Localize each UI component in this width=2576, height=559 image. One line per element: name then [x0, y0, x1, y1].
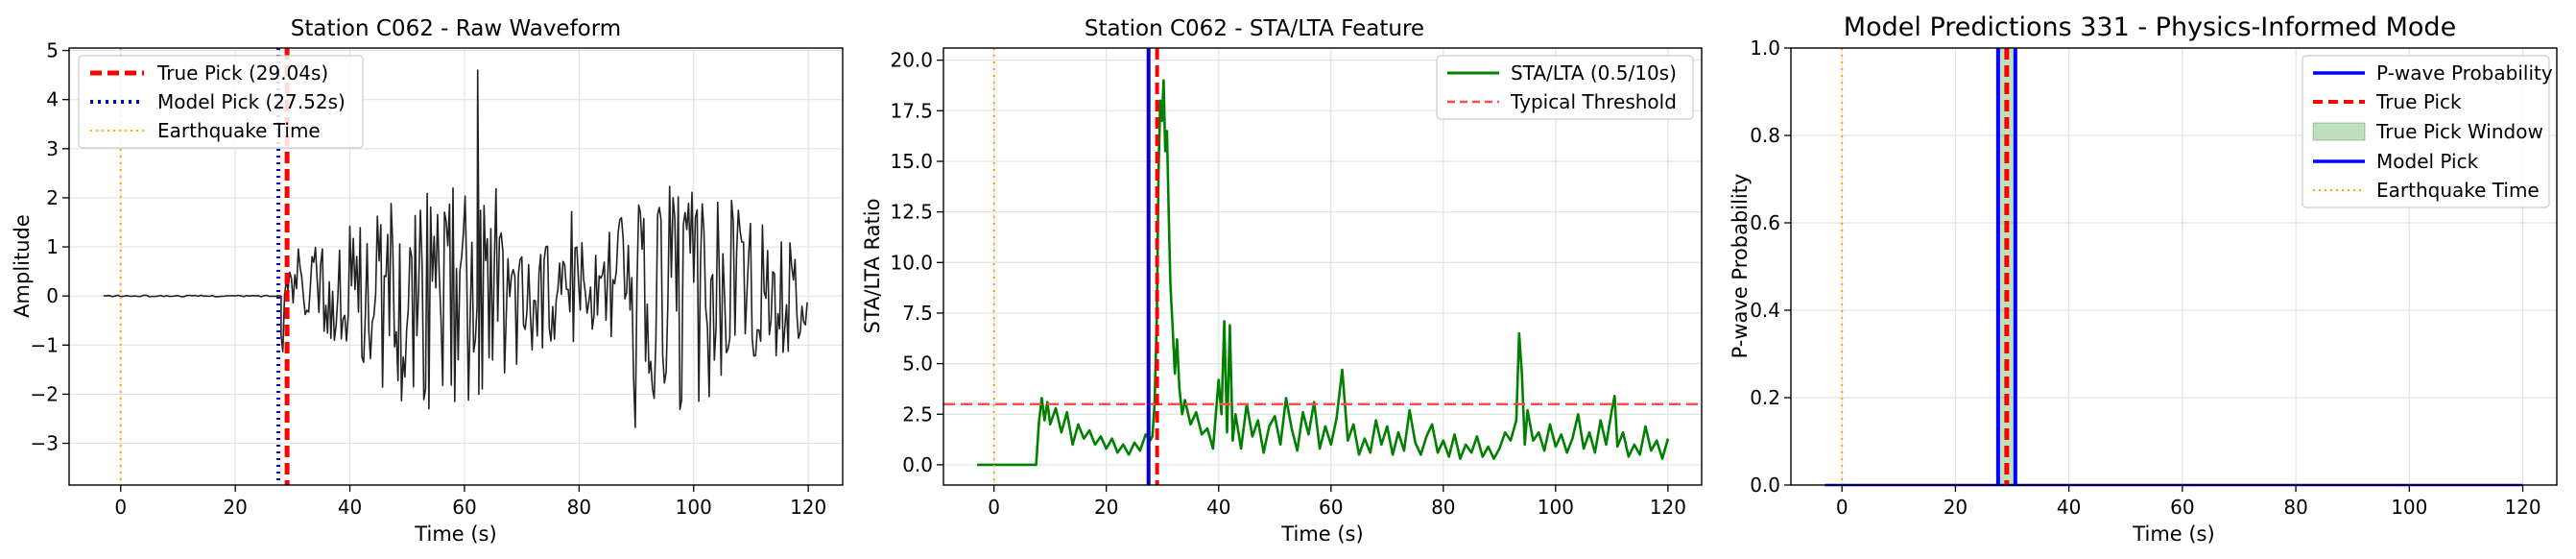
y-tick-label: 0.6	[1750, 211, 1780, 234]
x-tick-label: 80	[567, 496, 591, 519]
legend-label: True Pick	[2375, 90, 2462, 113]
legend-label: Earthquake Time	[157, 119, 321, 142]
x-tick-label: 100	[1538, 496, 1574, 519]
y-axis-label: STA/LTA Ratio	[861, 199, 884, 334]
y-tick-label: −3	[31, 432, 59, 455]
chart-panel-3-model-predictions: Model Predictions 331 - Physics-Informed…	[1729, 12, 2558, 546]
y-tick-label: 12.5	[890, 201, 933, 224]
y-tick-label: −1	[31, 333, 59, 356]
x-tick-label: 80	[2283, 496, 2307, 519]
legend-label: Earthquake Time	[2376, 179, 2540, 202]
y-tick-label: 20.0	[890, 49, 933, 72]
x-tick-label: 80	[1431, 496, 1455, 519]
y-tick-label: 0.4	[1750, 299, 1780, 322]
legend-label: STA/LTA (0.5/10s)	[1511, 61, 1677, 85]
y-tick-label: 0.2	[1750, 386, 1780, 409]
plot-frame	[68, 47, 844, 486]
y-tick-label: 7.5	[902, 302, 933, 325]
x-axis-label: Time (s)	[2132, 523, 2214, 546]
x-tick-label: 100	[2391, 496, 2427, 519]
y-tick-label: 0.0	[902, 453, 933, 476]
legend-swatch-true-pick-window	[2312, 122, 2366, 141]
x-tick-label: 100	[676, 496, 712, 519]
y-tick-label: 17.5	[890, 99, 933, 122]
x-tick-label: 0	[1836, 496, 1849, 519]
chart-title: Model Predictions 331 - Physics-Informed…	[1844, 12, 2456, 42]
y-tick-label: 0.8	[1750, 124, 1780, 147]
y-tick-label: 1	[46, 235, 59, 258]
legend-label: True Pick Window	[2375, 120, 2543, 143]
y-tick-label: 3	[46, 137, 59, 160]
x-tick-label: 0	[114, 496, 127, 519]
x-tick-label: 120	[790, 496, 826, 519]
x-tick-label: 40	[2057, 496, 2081, 519]
legend-label: P-wave Probability	[2376, 61, 2553, 85]
y-tick-label: −2	[31, 382, 59, 405]
x-tick-label: 120	[2504, 496, 2540, 519]
legend: STA/LTA (0.5/10s) Typical Threshold	[1436, 55, 1694, 120]
chart-panel-2-sta-lta: Station C062 - STA/LTA Feature 0 20 40 60 80…	[861, 16, 1703, 546]
x-tick-label: 60	[2170, 496, 2194, 519]
y-tick-label: 2.5	[902, 402, 933, 425]
legend: P-wave Probability True Pick True Pick W…	[2302, 55, 2553, 208]
x-tick-label: 120	[1650, 496, 1686, 519]
y-tick-label: 10.0	[890, 251, 933, 274]
y-axis-label: Amplitude	[11, 214, 34, 318]
legend-label: Model Pick	[2376, 150, 2479, 173]
legend: True Pick (29.04s) Model Pick (27.52s) E…	[78, 55, 364, 149]
y-tick-label: 0	[46, 284, 59, 307]
x-axis-label: Time (s)	[1280, 523, 1363, 546]
legend-label: Model Pick (27.52s)	[157, 90, 346, 113]
y-tick-label: 0.0	[1750, 474, 1780, 497]
plot-frame	[942, 47, 1703, 486]
x-tick-label: 60	[1319, 496, 1343, 519]
y-tick-label: 1.0	[1750, 36, 1780, 60]
x-tick-label: 0	[988, 496, 1000, 519]
x-tick-label: 20	[1944, 496, 1968, 519]
y-tick-label: 2	[46, 186, 59, 209]
chart-title: Station C062 - Raw Waveform	[291, 16, 621, 41]
legend-label: True Pick (29.04s)	[156, 61, 328, 85]
y-tick-label: 15.0	[890, 150, 933, 173]
chart-panel-1-raw-waveform: Station C062 - Raw Waveform 0 20 40 60 80 100…	[11, 16, 844, 546]
x-tick-label: 40	[338, 496, 362, 519]
x-tick-label: 20	[223, 496, 247, 519]
x-tick-label: 20	[1094, 496, 1118, 519]
y-tick-label: 5	[46, 39, 59, 62]
series-line	[977, 79, 1670, 467]
chart-title: Station C062 - STA/LTA Feature	[1085, 16, 1424, 41]
plot-frame	[1790, 47, 2558, 486]
y-axis-label: P-wave Probability	[1729, 174, 1752, 359]
series-line	[103, 69, 808, 428]
x-tick-label: 60	[452, 496, 476, 519]
y-tick-label: 5.0	[902, 352, 933, 376]
x-tick-label: 40	[1206, 496, 1230, 519]
legend-label: Typical Threshold	[1510, 90, 1677, 113]
x-axis-label: Time (s)	[414, 523, 496, 546]
y-tick-label: 4	[46, 88, 59, 111]
